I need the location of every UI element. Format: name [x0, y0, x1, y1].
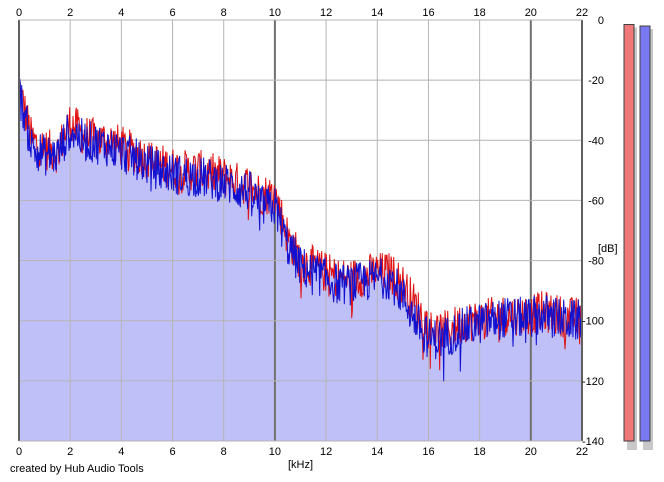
- x-tick-label-top: 4: [118, 7, 124, 19]
- x-tick-label-top: 14: [371, 7, 383, 19]
- x-tick-label-bottom: 22: [576, 446, 588, 458]
- x-tick-label-top: 12: [320, 7, 332, 19]
- x-tick-label-bottom: 2: [67, 446, 73, 458]
- x-tick-label-top: 22: [576, 7, 588, 19]
- y-tick-labels: 0 -20 -40 -60 -80 -100 -120 -140: [582, 15, 604, 448]
- y-tick-label: -140: [582, 436, 604, 448]
- x-tick-label-top: 18: [474, 7, 486, 19]
- series-layer: [18, 78, 583, 382]
- x-axis-label: [kHz]: [288, 459, 313, 471]
- x-tick-label-top: 6: [169, 7, 175, 19]
- level-meters: [623, 24, 653, 451]
- y-tick-label: -120: [582, 376, 604, 388]
- x-tick-label-bottom: 12: [320, 446, 332, 458]
- axes: [18, 19, 583, 442]
- x-tick-label-top: 20: [525, 7, 537, 19]
- level-meter-1: [623, 24, 635, 442]
- y-tick-label: 0: [598, 15, 604, 27]
- y-tick-label: -20: [588, 75, 604, 87]
- y-axis-label: [dB]: [598, 243, 618, 255]
- x-tick-label-top: 2: [67, 7, 73, 19]
- x-tick-label-bottom: 8: [221, 446, 227, 458]
- y-tick-label: -80: [588, 256, 604, 268]
- x-tick-label-top: 8: [221, 7, 227, 19]
- x-tick-label-bottom: 14: [371, 446, 383, 458]
- x-tick-label-top: 10: [269, 7, 281, 19]
- x-tick-label-bottom: 10: [269, 446, 281, 458]
- level-meter-2: [639, 25, 651, 442]
- x-tick-label-bottom: 20: [525, 446, 537, 458]
- y-tick-label: -100: [582, 316, 604, 328]
- y-tick-label: -60: [588, 195, 604, 207]
- x-tick-label-bottom: 0: [16, 446, 22, 458]
- credit-text: created by Hub Audio Tools: [10, 463, 144, 475]
- x-tick-label-top: 0: [16, 7, 22, 19]
- x-tick-label-bottom: 18: [474, 446, 486, 458]
- spectrum-series-2: [18, 78, 583, 382]
- x-tick-label-bottom: 4: [118, 446, 124, 458]
- x-tick-label-bottom: 16: [422, 446, 434, 458]
- x-tick-label-top: 16: [422, 7, 434, 19]
- y-tick-label: -40: [588, 135, 604, 147]
- x-tick-label-bottom: 6: [169, 446, 175, 458]
